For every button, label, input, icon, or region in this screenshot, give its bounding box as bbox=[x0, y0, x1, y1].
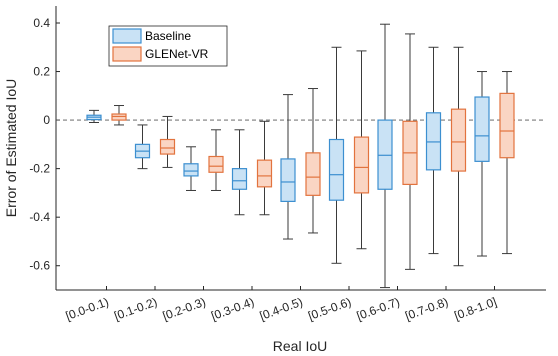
box-baseline bbox=[280, 94, 296, 240]
box-baseline bbox=[183, 146, 199, 191]
box-glenet-vr bbox=[256, 120, 273, 216]
box-glenet-vr bbox=[208, 129, 224, 191]
box-baseline bbox=[474, 71, 490, 257]
box-iqr bbox=[450, 108, 467, 172]
box-iqr bbox=[256, 159, 273, 188]
x-tick-label: [0.3-0.4) bbox=[209, 295, 256, 323]
legend-label-baseline: Baseline bbox=[145, 29, 191, 43]
box-glenet-vr bbox=[111, 105, 127, 126]
x-tick-label: [0.4-0.5) bbox=[258, 295, 305, 323]
box-iqr bbox=[183, 163, 199, 177]
y-tick-label: -0.6 bbox=[29, 259, 50, 273]
legend: Baseline GLENet-VR bbox=[108, 25, 228, 67]
box-glenet-vr bbox=[499, 71, 515, 255]
y-tick-label: -0.2 bbox=[29, 162, 50, 176]
box-baseline bbox=[134, 124, 151, 170]
box-baseline bbox=[425, 46, 442, 255]
box-iqr bbox=[305, 152, 321, 196]
y-tick-label: 0.4 bbox=[33, 16, 50, 30]
box-iqr bbox=[499, 92, 515, 159]
x-tick-label: [0.0-0.1) bbox=[64, 295, 111, 323]
box-iqr bbox=[474, 96, 490, 162]
box-glenet-vr bbox=[305, 88, 321, 234]
y-tick-label: 0 bbox=[43, 113, 50, 127]
box-baseline bbox=[86, 109, 102, 124]
legend-swatch-baseline bbox=[112, 28, 142, 44]
y-axis-title: Error of Estimated IoU bbox=[3, 79, 19, 218]
x-tick-label: [0.5-0.6) bbox=[306, 295, 353, 323]
box-glenet-vr bbox=[353, 50, 370, 250]
box-glenet-vr bbox=[402, 33, 418, 270]
y-tick-label: -0.4 bbox=[29, 210, 50, 224]
box-iqr bbox=[111, 113, 127, 121]
x-tick-label: [0.6-0.7) bbox=[355, 295, 402, 323]
box-iqr bbox=[377, 119, 393, 190]
box-baseline bbox=[377, 23, 393, 289]
box-baseline bbox=[328, 46, 345, 264]
box-iqr bbox=[231, 168, 248, 190]
box-glenet-vr bbox=[450, 46, 467, 267]
box-iqr bbox=[208, 155, 224, 173]
box-iqr bbox=[159, 138, 176, 155]
x-tick-label: [0.8-1.0] bbox=[452, 295, 498, 323]
y-tick-label: 0.2 bbox=[33, 65, 50, 79]
box-iqr bbox=[328, 138, 345, 201]
box-iqr bbox=[353, 136, 370, 194]
box-baseline bbox=[231, 129, 248, 216]
box-iqr bbox=[280, 158, 296, 203]
x-tick-label: [0.2-0.3) bbox=[161, 295, 208, 323]
x-tick-label: [0.7-0.8) bbox=[403, 295, 450, 323]
box-iqr bbox=[425, 112, 442, 171]
box-glenet-vr bbox=[159, 115, 176, 168]
x-axis-title: Real IoU bbox=[273, 338, 327, 354]
legend-swatch-glenet-vr bbox=[112, 46, 142, 62]
x-tick-label: [0.1-0.2) bbox=[112, 295, 159, 323]
legend-label-glenet-vr: GLENet-VR bbox=[145, 47, 209, 61]
